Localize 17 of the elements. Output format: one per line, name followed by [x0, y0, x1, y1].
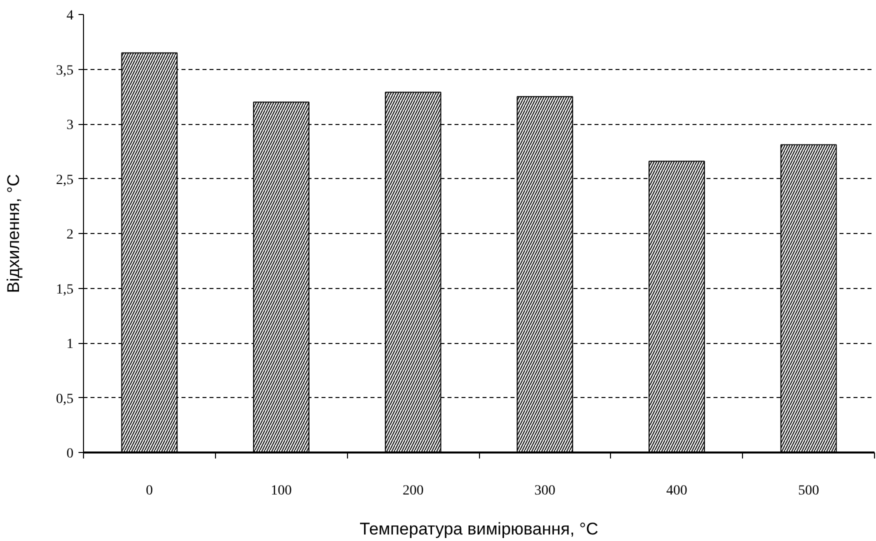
y-tick-label: 2,5 [56, 172, 74, 188]
y-tick-label: 0 [66, 446, 74, 462]
y-tick-label: 1,5 [56, 282, 74, 298]
y-axis-title: Відхилення, °C [4, 174, 23, 293]
x-tick-label: 300 [534, 484, 556, 498]
x-tick-label: 400 [666, 484, 688, 498]
y-tick-label: 0,5 [56, 392, 74, 407]
y-tick-label: 3,5 [56, 63, 74, 78]
y-tick-label: 2 [66, 228, 74, 242]
x-axis-title: Температура вимірювання, °C [360, 520, 598, 538]
y-tick-label: 3 [66, 118, 74, 133]
y-tick-label: 4 [66, 8, 74, 24]
y-tick-label: 1 [66, 337, 74, 352]
x-tick-label: 500 [798, 484, 820, 498]
x-tick-label: 0 [146, 484, 153, 498]
x-tick-label: 100 [270, 484, 292, 498]
x-tick-label: 200 [402, 484, 424, 498]
